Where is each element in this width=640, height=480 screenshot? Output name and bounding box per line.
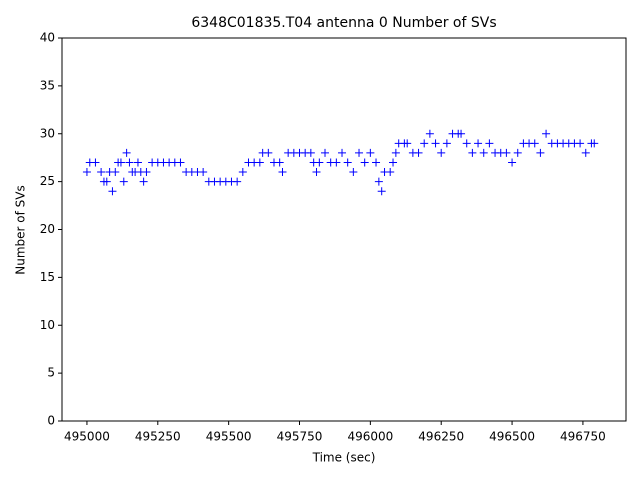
- point: [233, 177, 242, 186]
- y-tick-label: 10: [40, 318, 55, 332]
- y-tick-label: 5: [47, 366, 55, 380]
- point: [372, 158, 381, 167]
- y-tick-label: 30: [40, 126, 55, 140]
- y-axis-label: Number of SVs: [14, 185, 28, 274]
- point: [389, 158, 398, 167]
- point: [275, 158, 284, 167]
- x-tick-label: 496250: [418, 430, 464, 444]
- point: [332, 158, 341, 167]
- point: [338, 148, 347, 157]
- chart-title: 6348C01835.T04 antenna 0 Number of SVs: [191, 15, 496, 31]
- point: [111, 168, 120, 177]
- point: [457, 129, 466, 138]
- x-tick-label: 495500: [206, 430, 252, 444]
- x-axis-label: Time (sec): [312, 451, 376, 465]
- point: [91, 158, 100, 167]
- point: [485, 139, 494, 148]
- point: [431, 139, 440, 148]
- point: [360, 158, 369, 167]
- point: [315, 158, 324, 167]
- point: [581, 148, 590, 157]
- x-tick-label: 495250: [135, 430, 181, 444]
- point: [590, 139, 599, 148]
- x-tick-label: 496500: [489, 430, 535, 444]
- point: [321, 148, 330, 157]
- point: [374, 177, 383, 186]
- point: [133, 158, 142, 167]
- point: [442, 139, 451, 148]
- point: [238, 168, 247, 177]
- point: [102, 177, 111, 186]
- point: [386, 168, 395, 177]
- point: [425, 129, 434, 138]
- point: [108, 187, 117, 196]
- point: [508, 158, 517, 167]
- x-tick-label: 495750: [277, 430, 323, 444]
- y-tick-label: 0: [47, 414, 55, 428]
- y-tick-label: 20: [40, 222, 55, 236]
- point: [468, 148, 477, 157]
- point: [576, 139, 585, 148]
- point: [355, 148, 364, 157]
- point: [278, 168, 287, 177]
- point: [420, 139, 429, 148]
- point: [414, 148, 423, 157]
- y-tick-label: 15: [40, 270, 55, 284]
- point: [474, 139, 483, 148]
- point: [437, 148, 446, 157]
- point: [306, 148, 315, 157]
- point: [122, 148, 131, 157]
- point: [462, 139, 471, 148]
- x-tick-label: 496000: [347, 430, 393, 444]
- point: [139, 177, 148, 186]
- point: [199, 168, 208, 177]
- point: [82, 168, 91, 177]
- point: [377, 187, 386, 196]
- point: [255, 158, 264, 167]
- point: [349, 168, 358, 177]
- point: [264, 148, 273, 157]
- point: [536, 148, 545, 157]
- point: [391, 148, 400, 157]
- point: [542, 129, 551, 138]
- point: [125, 158, 134, 167]
- x-tick-label: 496750: [560, 430, 606, 444]
- y-tick-label: 40: [40, 31, 55, 45]
- point: [142, 168, 151, 177]
- point: [403, 139, 412, 148]
- x-tick-label: 495000: [64, 430, 110, 444]
- point: [343, 158, 352, 167]
- point: [513, 148, 522, 157]
- point: [530, 139, 539, 148]
- point: [479, 148, 488, 157]
- point: [116, 158, 125, 167]
- point: [366, 148, 375, 157]
- point: [176, 158, 185, 167]
- y-tick-label: 35: [40, 78, 55, 92]
- y-tick-label: 25: [40, 174, 55, 188]
- point: [312, 168, 321, 177]
- point: [119, 177, 128, 186]
- point: [97, 168, 106, 177]
- point: [502, 148, 511, 157]
